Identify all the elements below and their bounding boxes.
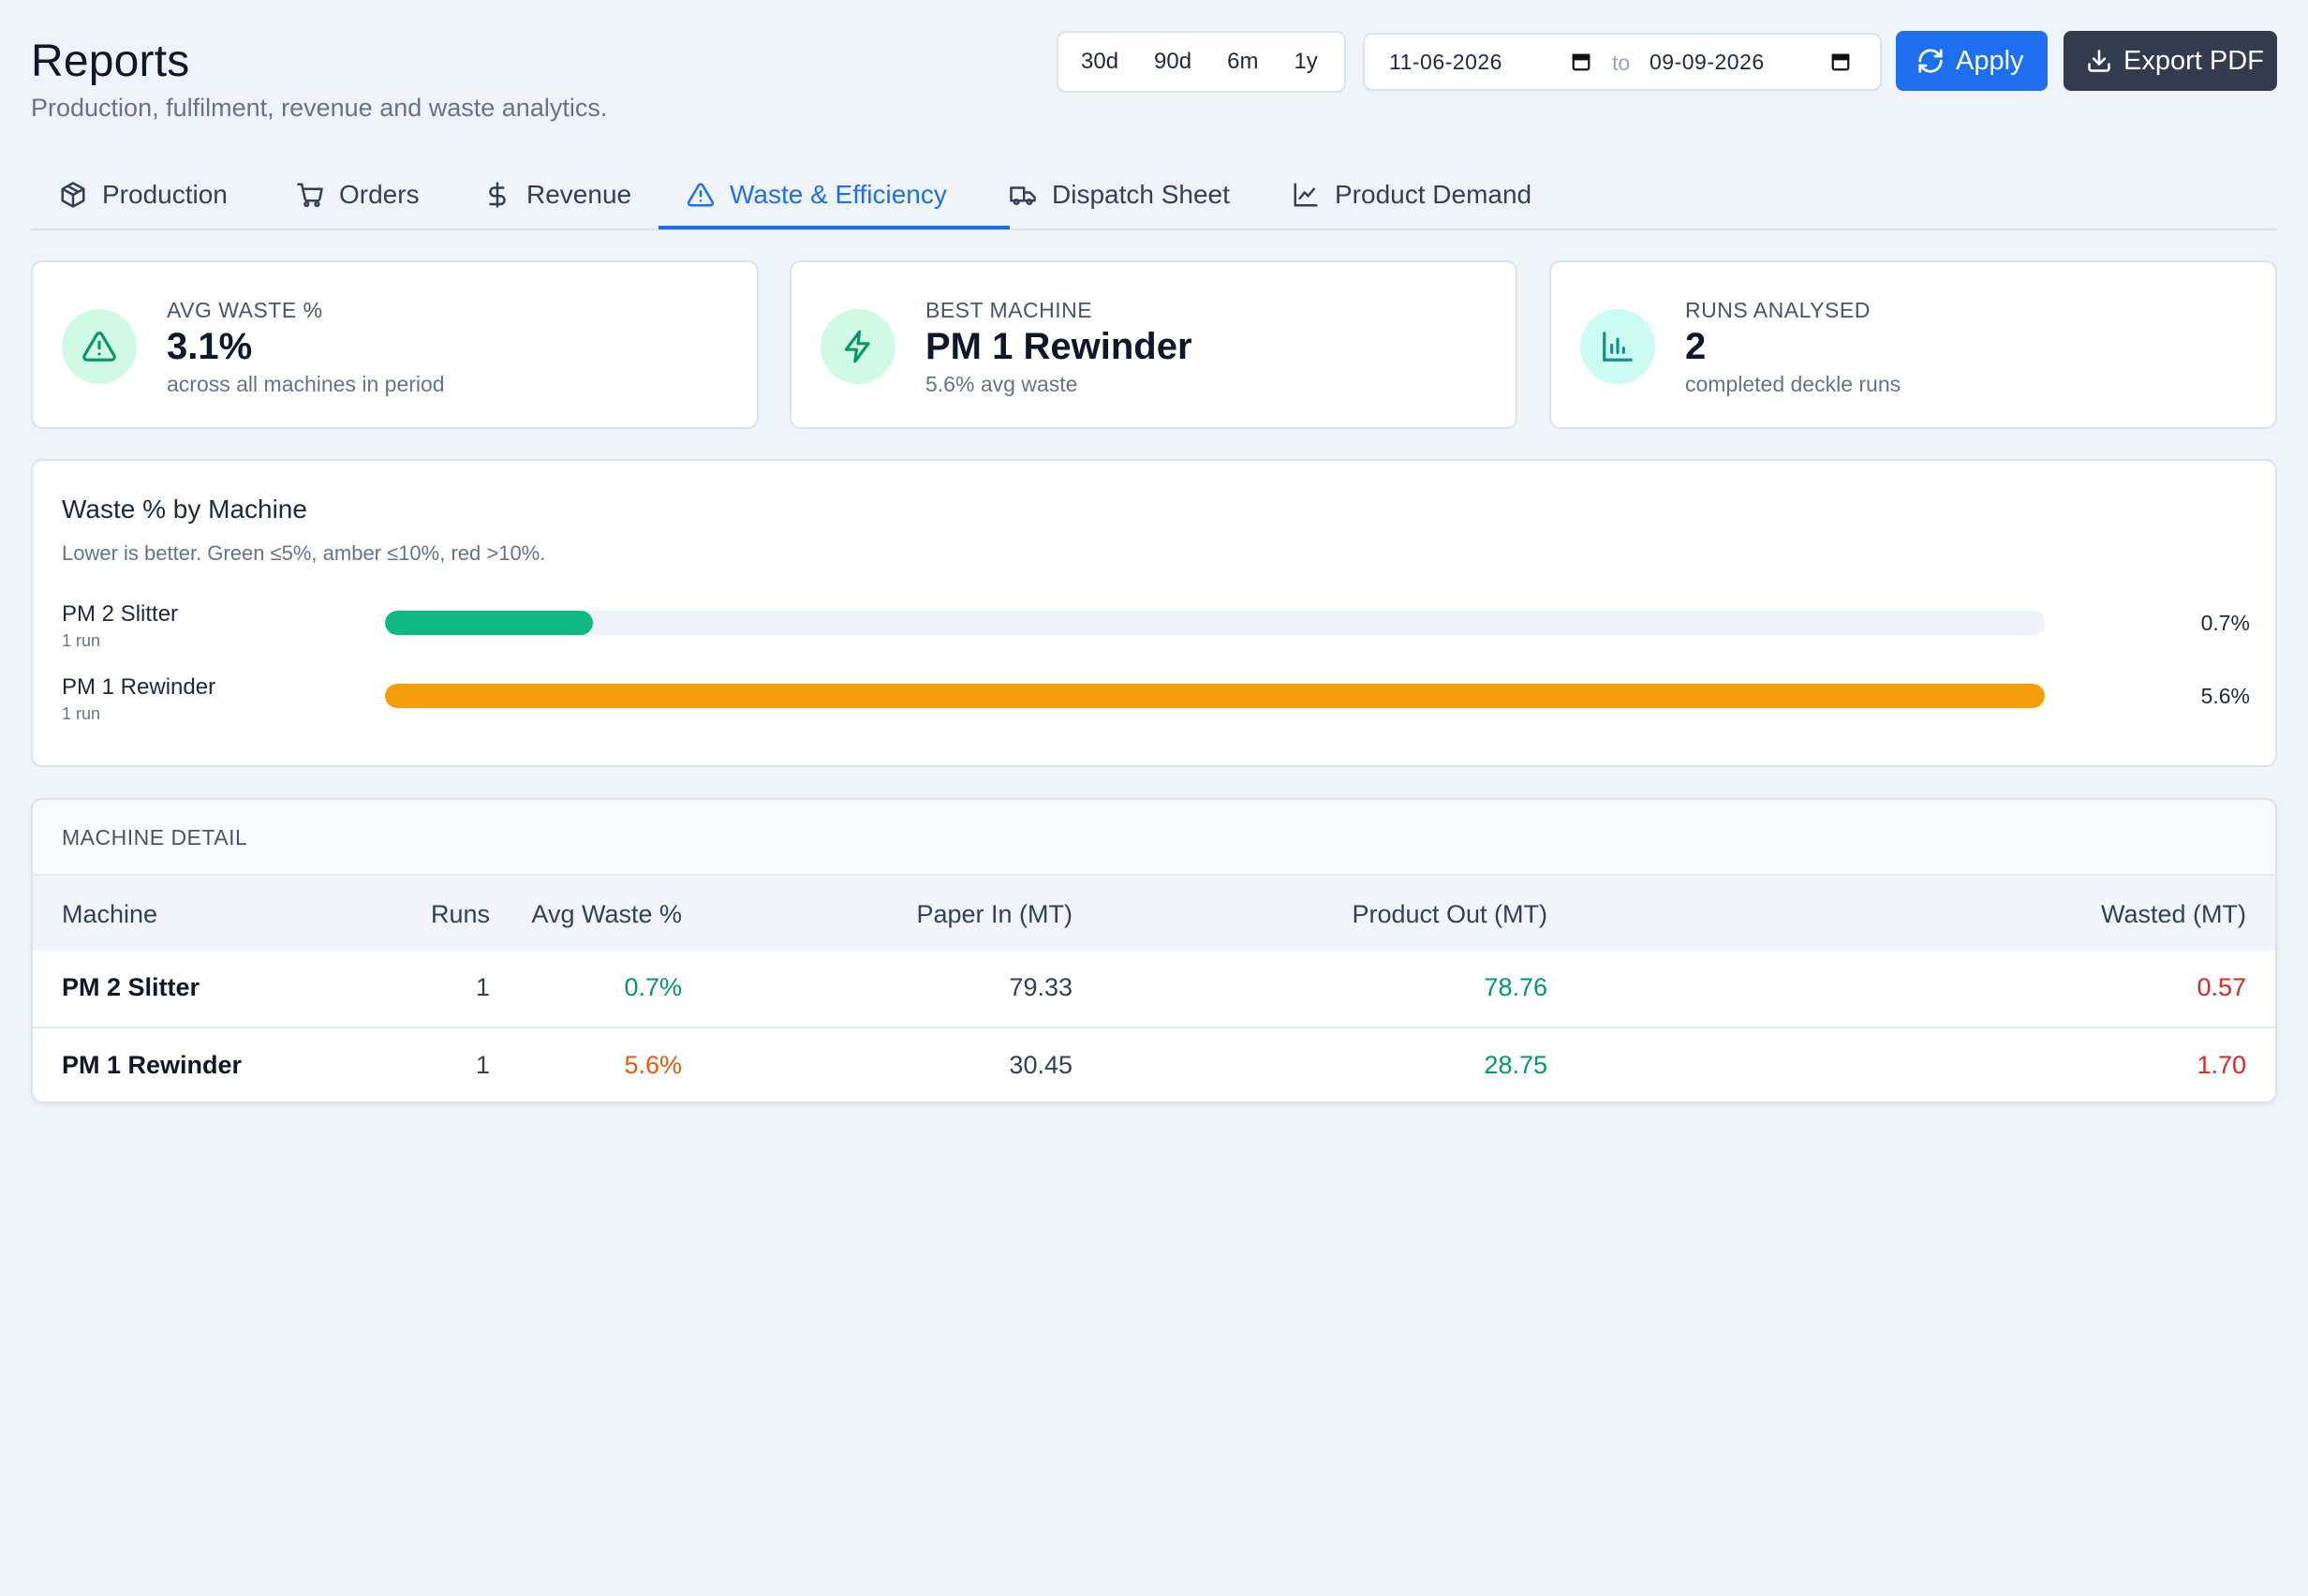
line-chart-icon [1294,183,1318,207]
active-tab-indicator [658,226,1010,229]
date-to-input[interactable]: 09-09-2026 [1650,49,1765,74]
waste-bar-fill [385,611,593,635]
warning-icon [82,332,116,362]
waste-bar-row: PM 1 Rewinder 1 run 5.6% [33,674,2279,731]
warning-icon [687,183,715,207]
range-30d-button[interactable]: 30d [1081,49,1119,74]
column-header-wasted[interactable]: Wasted (MT) [2101,900,2246,928]
stat-label: BEST MACHINE [925,298,1093,322]
cell-machine: PM 1 Rewinder [62,1051,243,1079]
range-1y-button[interactable]: 1y [1294,49,1318,74]
bar-run-count: 1 run [62,704,101,723]
table-row[interactable]: PM 1 Rewinder 1 5.6% 30.45 28.75 1.70 [33,1027,2275,1101]
tab-label: Revenue [526,180,632,209]
export-button-label: Export PDF [2123,45,2264,76]
stat-card-best-machine: BEST MACHINE PM 1 Rewinder 5.6% avg wast… [790,260,1517,429]
refresh-icon [1918,49,1943,73]
tab-production[interactable]: Production [59,159,228,230]
bar-value-label: 0.7% [2200,611,2250,635]
chart-title: Waste % by Machine [62,495,307,524]
column-header-machine[interactable]: Machine [62,900,158,928]
section-title: MACHINE DETAIL [62,825,248,850]
cell-product-out: 28.75 [1484,1051,1547,1079]
stat-label: AVG WASTE % [167,298,323,322]
date-range-separator: to [1612,51,1631,75]
waste-bar-fill [385,684,2045,708]
column-header-avg-waste[interactable]: Avg Waste % [531,900,682,928]
download-icon [2088,50,2110,72]
column-header-runs[interactable]: Runs [430,900,490,928]
bar-machine-name: PM 2 Slitter [62,601,179,627]
report-tabs: Production Orders Revenue Waste & Effici… [31,159,2277,230]
column-header-product-out[interactable]: Product Out (MT) [1352,900,1547,928]
table-row[interactable]: PM 2 Slitter 1 0.7% 79.33 78.76 0.57 [33,951,2275,1027]
chart-subtitle: Lower is better. Green ≤5%, amber ≤10%, … [62,541,546,565]
cell-paper-in: 79.33 [1009,973,1073,1001]
bolt-icon [844,330,870,363]
column-header-paper-in[interactable]: Paper In (MT) [916,900,1073,928]
date-range-picker: 11-06-2026 to 09-09-2026 [1363,33,1882,91]
cart-icon [297,183,323,208]
stat-card-avg-waste: AVG WASTE % 3.1% across all machines in … [31,260,759,429]
table-section-header: MACHINE DETAIL [33,800,2275,876]
stat-value: 3.1% [167,326,253,367]
apply-button-label: Apply [1956,45,2024,76]
cell-machine: PM 2 Slitter [62,973,200,1001]
range-90d-button[interactable]: 90d [1154,49,1192,74]
apply-button[interactable]: Apply [1896,31,2048,91]
range-preset-group: 30d 90d 6m 1y [1057,31,1346,93]
waste-bar-track [385,611,2045,635]
machine-detail-card: MACHINE DETAIL Machine Runs Avg Waste % … [31,798,2277,1103]
tab-waste-efficiency[interactable]: Waste & Efficiency [687,159,947,230]
tab-revenue[interactable]: Revenue [483,159,631,230]
bar-chart-icon [1603,332,1633,362]
tab-orders[interactable]: Orders [296,159,420,230]
truck-icon [1010,186,1036,206]
bar-run-count: 1 run [62,631,101,650]
stat-icon-badge [1580,309,1655,384]
tab-dispatch-sheet[interactable]: Dispatch Sheet [1009,159,1230,230]
stat-value: PM 1 Rewinder [925,326,1192,367]
tab-label: Dispatch Sheet [1052,180,1230,209]
date-from-input[interactable]: 11-06-2026 [1389,49,1502,74]
tab-label: Waste & Efficiency [730,180,947,209]
stat-caption: 5.6% avg waste [925,372,1078,396]
stat-label: RUNS ANALYSED [1685,298,1871,322]
calendar-icon[interactable] [1830,52,1851,72]
tab-product-demand[interactable]: Product Demand [1292,159,1531,230]
tab-label: Orders [339,180,420,209]
cell-paper-in: 30.45 [1009,1051,1073,1079]
table-header: Machine Runs Avg Waste % Paper In (MT) P… [33,876,2275,951]
cell-wasted: 1.70 [2197,1051,2246,1079]
range-6m-button[interactable]: 6m [1227,49,1259,74]
box-icon [61,182,85,208]
cell-product-out: 78.76 [1484,973,1547,1001]
cell-runs: 1 [475,973,490,1001]
waste-by-machine-card: Waste % by Machine Lower is better. Gree… [31,459,2277,767]
page-subtitle: Production, fulfilment, revenue and wast… [31,94,608,122]
dollar-icon [489,182,506,208]
waste-bar-track [385,684,2045,708]
cell-runs: 1 [475,1051,490,1079]
stat-card-runs-analysed: RUNS ANALYSED 2 completed deckle runs [1549,260,2277,429]
stat-caption: across all machines in period [167,372,445,396]
stat-icon-badge [62,309,137,384]
bar-value-label: 5.6% [2200,684,2250,708]
stat-value: 2 [1685,326,1707,367]
calendar-icon[interactable] [1571,52,1591,72]
cell-wasted: 0.57 [2197,973,2246,1001]
tab-label: Product Demand [1335,180,1532,209]
bar-machine-name: PM 1 Rewinder [62,674,216,700]
page-title: Reports [31,37,190,86]
cell-avg-waste: 0.7% [624,973,682,1001]
cell-avg-waste: 5.6% [624,1051,682,1079]
export-pdf-button[interactable]: Export PDF [2064,31,2277,91]
tab-label: Production [102,180,228,209]
stat-caption: completed deckle runs [1685,372,1901,396]
waste-bar-row: PM 2 Slitter 1 run 0.7% [33,601,2279,658]
stat-icon-badge [821,309,895,384]
